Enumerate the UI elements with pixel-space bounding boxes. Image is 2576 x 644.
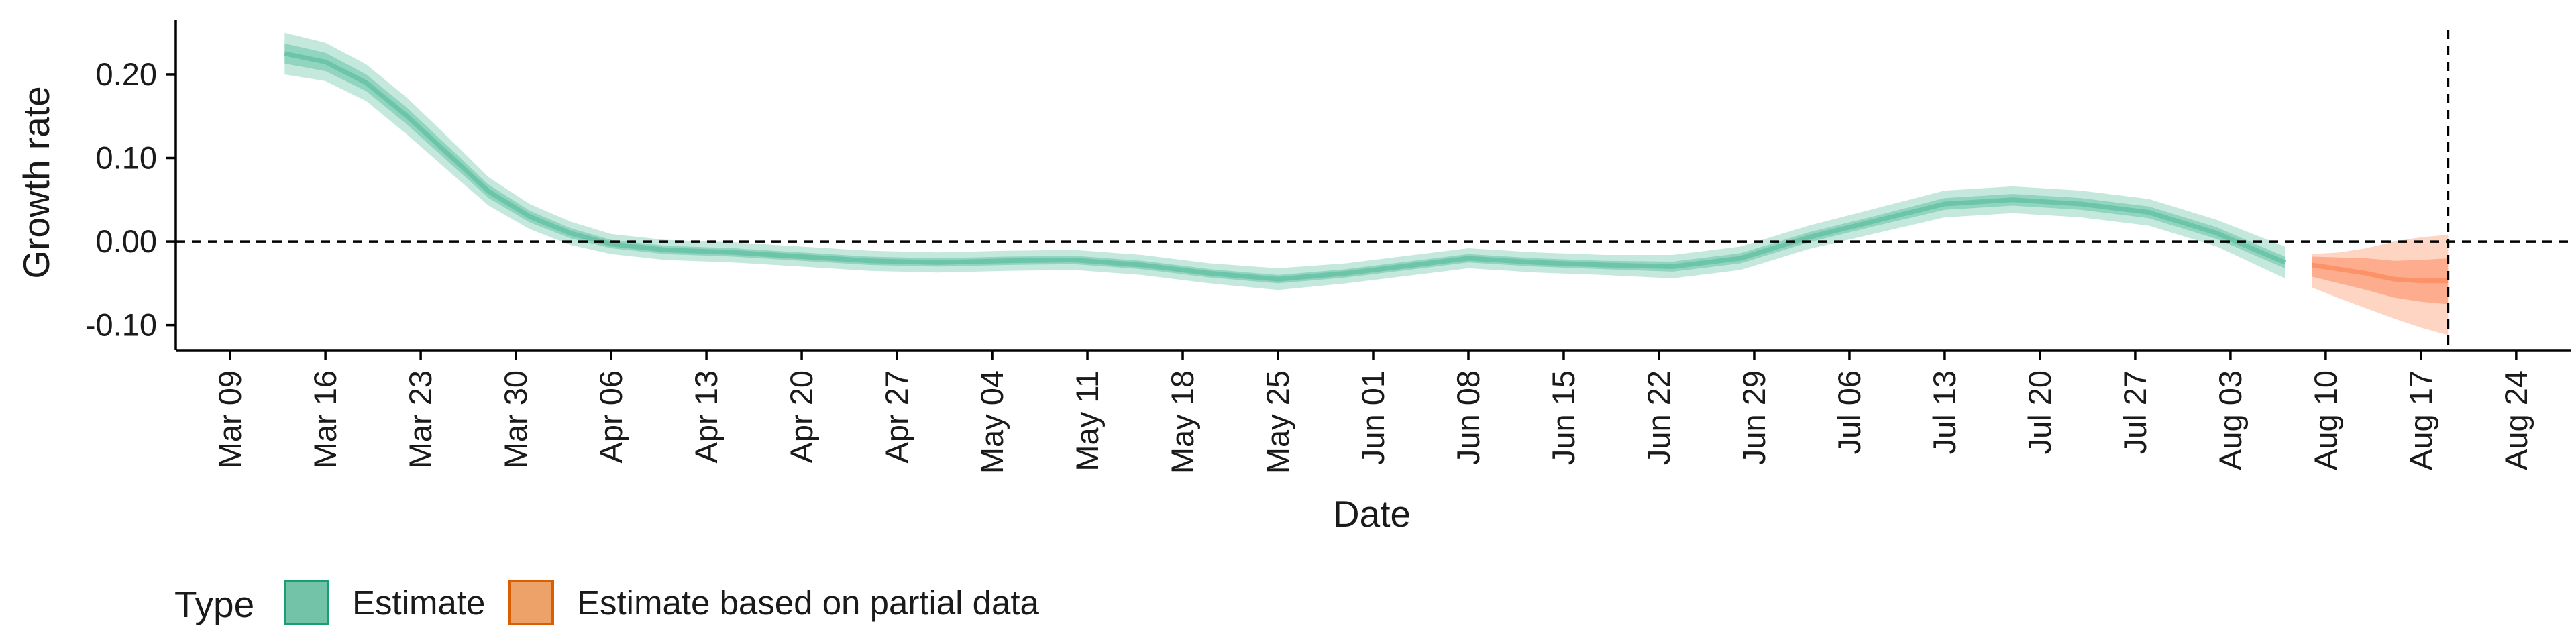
legend-label-partial-estimate: Estimate based on partial data [577,584,1040,622]
x-tick-label: Jun 22 [1641,370,1676,465]
x-tick-label: Apr 13 [688,370,724,463]
partial-estimate-median-line [2312,262,2449,284]
series-bands [284,32,2449,335]
y-axis-title: Growth rate [15,86,57,278]
x-axis-title: Date [1333,493,1411,535]
x-tick-label: Aug 10 [2308,370,2343,470]
x-tick-label: Jun 29 [1736,370,1772,465]
y-tick-label: 0.00 [96,223,157,259]
estimate-outer-band [284,32,2285,290]
x-tick-label: Jul 13 [1927,370,1962,454]
x-tick-label: Aug 03 [2212,370,2248,470]
legend-title: Type [174,584,254,625]
y-tick-label: 0.20 [96,56,157,92]
x-tick-label: Jun 15 [1546,370,1581,465]
series-median-lines [284,51,2449,284]
x-tick-label: Apr 27 [879,370,914,463]
legend-key-estimate [284,580,329,625]
x-tick-label: May 04 [974,370,1010,474]
x-tick-label: May 11 [1069,370,1105,472]
estimate-median-line [284,51,2286,282]
x-tick-label: Jun 01 [1355,370,1391,465]
x-tick-label: Jul 06 [1831,370,1867,454]
reference-lines [176,30,2571,350]
x-tick-label: Jul 27 [2117,370,2153,454]
y-tick-label: 0.10 [96,140,157,176]
legend-label-estimate: Estimate [352,584,485,622]
x-tick-label: Aug 24 [2498,370,2534,470]
axes: 0.20 0.10 0.00 -0.10 Mar 09 Mar 16 Mar 23 Mar 3… [85,20,2571,474]
x-tick-label: Apr 06 [593,370,629,463]
x-tick-label: Mar 30 [498,370,533,468]
legend-key-partial-estimate [508,580,554,625]
legend: Type Estimate Estimate based on partial d… [174,580,1040,625]
x-tick-label: Jun 08 [1450,370,1486,465]
y-tick-label: -0.10 [85,307,157,343]
x-tick-label: Apr 20 [784,370,819,463]
x-tick-label: Mar 09 [212,370,248,468]
x-tick-label: Aug 17 [2403,370,2438,470]
x-tick-label: May 18 [1165,370,1200,474]
x-tick-label: Jul 20 [2022,370,2057,454]
x-tick-label: Mar 23 [402,370,438,468]
x-tick-label: Mar 16 [307,370,343,468]
x-tick-label: May 25 [1260,370,1295,474]
